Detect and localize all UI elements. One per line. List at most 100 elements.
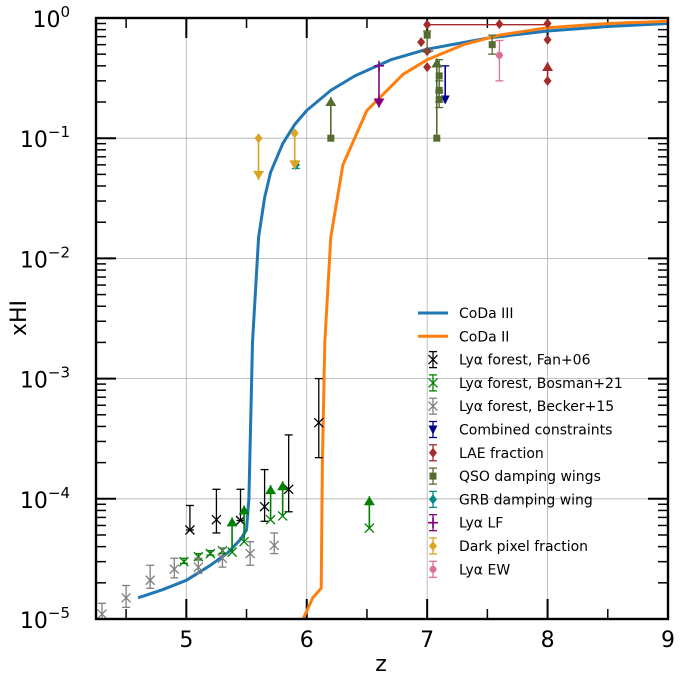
- legend-label: QSO damping wings: [459, 469, 601, 485]
- data-point: [193, 551, 204, 562]
- data-point: [259, 501, 270, 512]
- data-point: [543, 34, 552, 45]
- data-point: [245, 548, 256, 559]
- arrow-head-up: [265, 485, 277, 495]
- data-point: [205, 548, 216, 559]
- legend-label: Lyα EW: [459, 562, 510, 578]
- legend-entry: LAE fraction: [429, 444, 544, 462]
- legend-marker: [428, 377, 438, 388]
- data-point: [543, 75, 552, 86]
- data-point: [435, 72, 443, 80]
- legend-label: GRB damping wing: [459, 492, 593, 508]
- point-series: [440, 65, 450, 105]
- plot-frame: [94, 16, 670, 621]
- legend-label: Combined constraints: [459, 423, 612, 439]
- data-point: [145, 575, 156, 586]
- arrow-head-up: [363, 496, 375, 506]
- y-tick-label: 10−3: [20, 364, 70, 394]
- data-point: [440, 95, 450, 105]
- data-point: [277, 510, 288, 521]
- arrow-head-up: [542, 62, 554, 72]
- legend-label: Lyα forest, Fan+06: [459, 353, 591, 369]
- arrow-head-down: [253, 170, 265, 180]
- data-point: [327, 134, 335, 142]
- y-tick-label: 10−5: [20, 604, 70, 634]
- legend-entry: Dark pixel fraction: [429, 537, 588, 555]
- y-tick-label: 10−1: [20, 123, 70, 153]
- legend-marker: [429, 494, 437, 505]
- x-tick-label: 7: [420, 628, 434, 653]
- legend-label: Lyα LF: [459, 516, 503, 532]
- legend-entry: GRB damping wing: [429, 490, 593, 508]
- data-point: [97, 609, 107, 619]
- data-point: [265, 514, 276, 525]
- legend-label: Lyα forest, Bosman+21: [459, 376, 623, 392]
- x-axis-label: z: [375, 652, 387, 677]
- arrow-head-up: [325, 97, 337, 107]
- y-tick-label: 10−4: [20, 484, 70, 514]
- data-point: [423, 31, 431, 39]
- point-series: [325, 30, 497, 142]
- point-series: [253, 128, 301, 180]
- data-point: [121, 592, 132, 603]
- legend-entry: Lyα forest, Fan+06: [428, 350, 591, 369]
- point-series: [97, 532, 280, 619]
- legend-label: Lyα forest, Becker+15: [459, 399, 614, 415]
- x-tick-label: 6: [300, 628, 314, 653]
- data-point: [543, 18, 552, 29]
- x-tick-label: 5: [179, 628, 193, 653]
- model-line: [301, 19, 668, 619]
- data-point: [364, 523, 375, 534]
- data-point: [433, 134, 441, 142]
- plot-area: [97, 18, 668, 619]
- legend-marker: [428, 425, 438, 435]
- data-point: [211, 514, 222, 525]
- data-point: [169, 564, 180, 575]
- data-point: [435, 95, 443, 103]
- point-series: [495, 39, 504, 82]
- legend-marker: [428, 401, 438, 412]
- data-point: [227, 547, 238, 558]
- legend-marker: [429, 541, 437, 551]
- data-point: [184, 525, 195, 535]
- data-point: [254, 133, 263, 144]
- arrow-head-down: [289, 160, 301, 170]
- data-point: [423, 62, 432, 73]
- data-point: [313, 417, 324, 428]
- point-series: [373, 60, 385, 108]
- legend-entry: QSO damping wings: [429, 467, 601, 485]
- legend: CoDa III CoDa II Lyα forest, Fan+06 Lyα for…: [418, 306, 623, 578]
- legend-label: CoDa III: [459, 306, 514, 322]
- legend-entry: CoDa III: [418, 306, 514, 322]
- legend-label: CoDa II: [459, 329, 509, 345]
- data-point: [417, 37, 426, 48]
- data-point: [435, 86, 443, 94]
- legend-label: Dark pixel fraction: [459, 539, 588, 555]
- data-point: [290, 128, 299, 139]
- data-point: [495, 19, 504, 30]
- data-point: [239, 536, 250, 547]
- data-point: [217, 553, 228, 564]
- legend-entry: Combined constraints: [428, 420, 612, 439]
- legend-marker: [428, 517, 438, 528]
- legend-entry: Lyα EW: [429, 560, 510, 578]
- y-axis-label: xHI: [7, 300, 32, 336]
- data-point: [178, 556, 189, 567]
- data-point: [193, 562, 204, 573]
- data-point: [373, 60, 384, 71]
- legend-marker: [429, 472, 437, 480]
- legend-entry: CoDa II: [418, 329, 509, 345]
- arrow-head-up: [226, 517, 238, 527]
- arrow-head-down: [373, 98, 385, 108]
- data-point: [269, 540, 280, 551]
- data-point: [495, 51, 503, 59]
- legend-marker: [428, 354, 438, 365]
- y-tick-label: 10−2: [20, 243, 70, 273]
- data-point: [488, 41, 496, 49]
- legend-entry: Lyα forest, Becker+15: [428, 397, 614, 415]
- legend-label: LAE fraction: [459, 446, 544, 462]
- legend-entry: Lyα forest, Bosman+21: [428, 374, 623, 392]
- arrow-head-up: [277, 481, 289, 491]
